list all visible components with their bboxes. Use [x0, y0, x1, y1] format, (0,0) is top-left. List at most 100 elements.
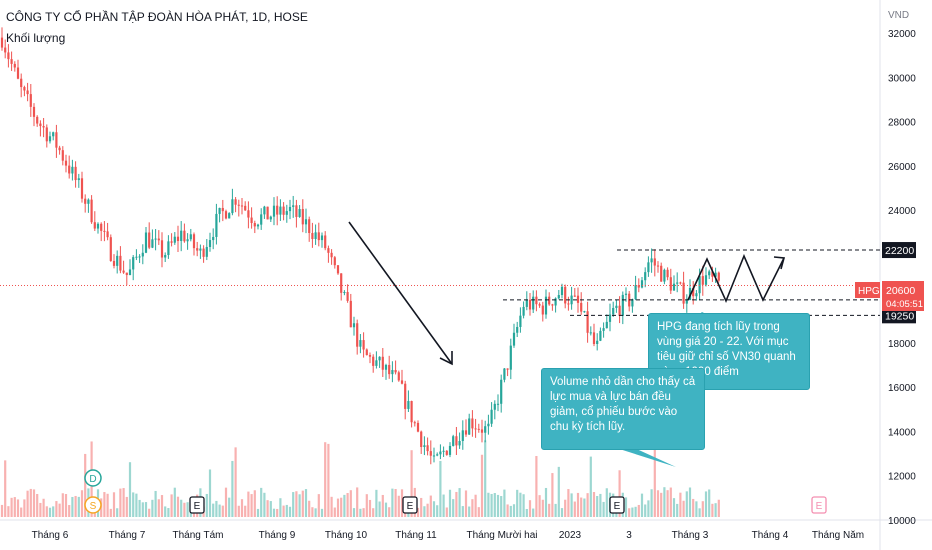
y-tick-label: 18000	[888, 339, 916, 350]
candle	[45, 127, 48, 142]
candle	[317, 232, 320, 241]
candle	[199, 248, 202, 251]
volume-bar	[205, 493, 208, 517]
event-marker-dividend	[84, 469, 102, 487]
volume-bar	[330, 496, 333, 517]
volume-bar	[650, 489, 653, 517]
candle	[612, 307, 615, 315]
candle	[512, 332, 516, 346]
volume-bar	[704, 491, 708, 517]
candle	[266, 206, 269, 220]
candle	[615, 305, 618, 308]
volume-bar	[717, 499, 720, 517]
candle	[535, 296, 538, 305]
volume-bar	[442, 494, 445, 517]
annotation-volume[interactable]: Volume nhỏ dần cho thấy cả lực mua và lự…	[541, 368, 705, 450]
volume-bar	[23, 499, 26, 517]
volume-bar	[132, 492, 135, 517]
candle	[157, 238, 160, 241]
candle	[336, 265, 340, 274]
event-marker-earnings	[811, 496, 827, 514]
candle	[247, 210, 250, 218]
candle	[295, 205, 298, 217]
candle	[250, 217, 253, 224]
candle	[698, 276, 701, 294]
volume-bar	[116, 508, 119, 517]
volume-bar	[276, 508, 279, 517]
x-tick-label: Tháng 9	[259, 530, 296, 541]
volume-bar	[544, 487, 548, 517]
volume-bar	[455, 491, 458, 517]
volume-bar	[0, 504, 4, 517]
event-marker-label: E	[407, 501, 414, 512]
volume-bar	[240, 499, 244, 517]
volume-bar	[580, 497, 583, 517]
candle	[490, 409, 493, 424]
volume-bar	[372, 508, 375, 517]
candle	[519, 315, 522, 327]
candle	[538, 304, 541, 306]
volume-bar	[288, 506, 292, 517]
y-tick-label: 24000	[888, 206, 916, 217]
candle	[640, 280, 644, 288]
candle	[205, 247, 208, 257]
candle	[109, 237, 112, 261]
candle	[96, 223, 100, 229]
candle	[634, 285, 637, 300]
volume-bar	[653, 442, 656, 517]
event-marker-label: D	[89, 474, 96, 485]
volume-bar	[260, 487, 263, 517]
candle	[602, 328, 605, 331]
event-marker-split	[84, 496, 102, 514]
candle	[711, 271, 714, 277]
candle	[669, 277, 672, 291]
event-marker-label: S	[90, 501, 97, 512]
y-tick-label: 12000	[888, 472, 916, 483]
volume-bar	[525, 508, 528, 517]
volume-bar	[666, 490, 669, 517]
volume-bar	[7, 506, 10, 517]
candle	[365, 349, 368, 356]
x-tick-label: 3	[626, 530, 632, 541]
candle	[349, 300, 352, 328]
candle	[410, 401, 413, 423]
volume-bar	[676, 503, 679, 517]
candle	[695, 293, 698, 297]
candle	[372, 356, 375, 366]
volume-bar	[493, 493, 496, 517]
volume-bar	[128, 462, 132, 517]
candle	[208, 240, 212, 248]
volume-bar	[109, 508, 112, 517]
candle	[263, 206, 266, 215]
volume-bar	[474, 494, 477, 517]
volume-bar	[234, 447, 237, 517]
volume-bar	[692, 498, 695, 517]
volume-bar	[660, 492, 663, 517]
volume-bar	[167, 508, 170, 517]
volume-bar	[551, 473, 554, 517]
annotation-accumulation[interactable]: HPG đang tích lũy trong vùng giá 20 - 22…	[648, 313, 810, 390]
volume-bar	[39, 502, 42, 517]
volume-bar	[500, 496, 503, 517]
volume-bar	[349, 490, 352, 517]
volume-bar	[532, 508, 535, 517]
volume-bar	[64, 494, 68, 517]
candle	[0, 37, 4, 48]
volume-bar	[13, 497, 16, 517]
volume-bar	[605, 488, 608, 517]
volume-bar	[410, 450, 413, 517]
candle	[381, 356, 384, 370]
candle	[576, 295, 580, 303]
volume-bar	[368, 499, 372, 517]
volume-bar	[253, 490, 256, 517]
candle	[474, 428, 477, 430]
candle	[55, 132, 58, 148]
candle	[557, 295, 560, 299]
candle	[167, 241, 170, 256]
volume-bar	[301, 490, 304, 517]
candle	[343, 292, 346, 294]
candle	[333, 257, 336, 266]
candle	[506, 368, 509, 370]
candle	[42, 126, 45, 128]
